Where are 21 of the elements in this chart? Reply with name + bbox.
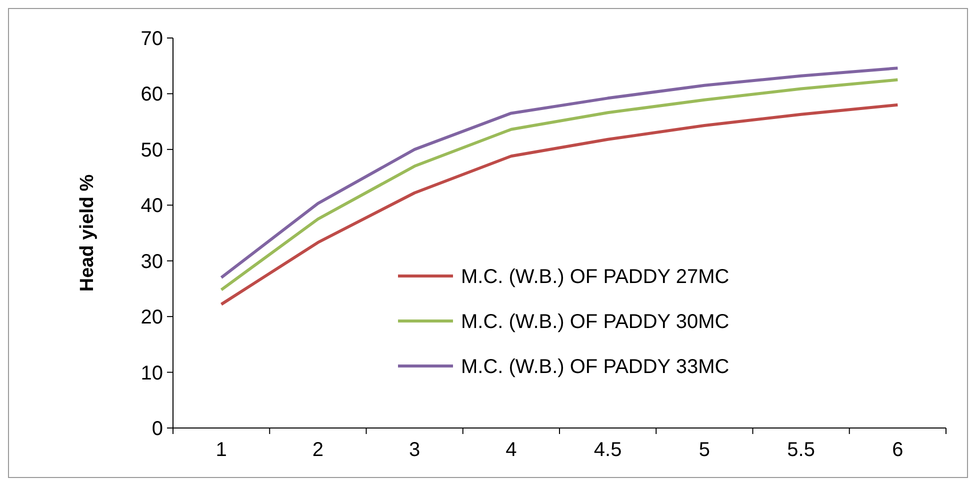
x-tick-label: 4.5: [594, 439, 622, 461]
y-axis-title: Head yield %: [77, 174, 98, 292]
y-tick-label: 60: [140, 84, 163, 106]
x-tick-label: 5: [698, 439, 710, 461]
y-tick-label: 0: [152, 418, 163, 440]
legend-label: M.C. (W.B.) OF PADDY 30MC: [461, 311, 730, 333]
x-tick-label: 5.5: [787, 439, 815, 461]
legend-label: M.C. (W.B.) OF PADDY 33MC: [461, 356, 730, 378]
y-tick-label: 50: [140, 139, 163, 162]
y-tick-label: 40: [140, 195, 163, 218]
y-tick-label: 10: [140, 362, 163, 384]
y-tick-label: 20: [140, 306, 163, 329]
x-tick-label: 1: [216, 439, 227, 461]
x-tick-label: 3: [409, 439, 420, 461]
x-tick-label: 6: [892, 439, 904, 461]
line-series: [220, 103, 900, 306]
legend-label: M.C. (W.B.) OF PADDY 27MC: [461, 266, 730, 288]
y-tick-label: 30: [140, 250, 163, 273]
y-tick-label: 70: [140, 28, 163, 50]
x-tick-label: 2: [312, 439, 324, 461]
x-tick-label: 4: [506, 439, 517, 461]
